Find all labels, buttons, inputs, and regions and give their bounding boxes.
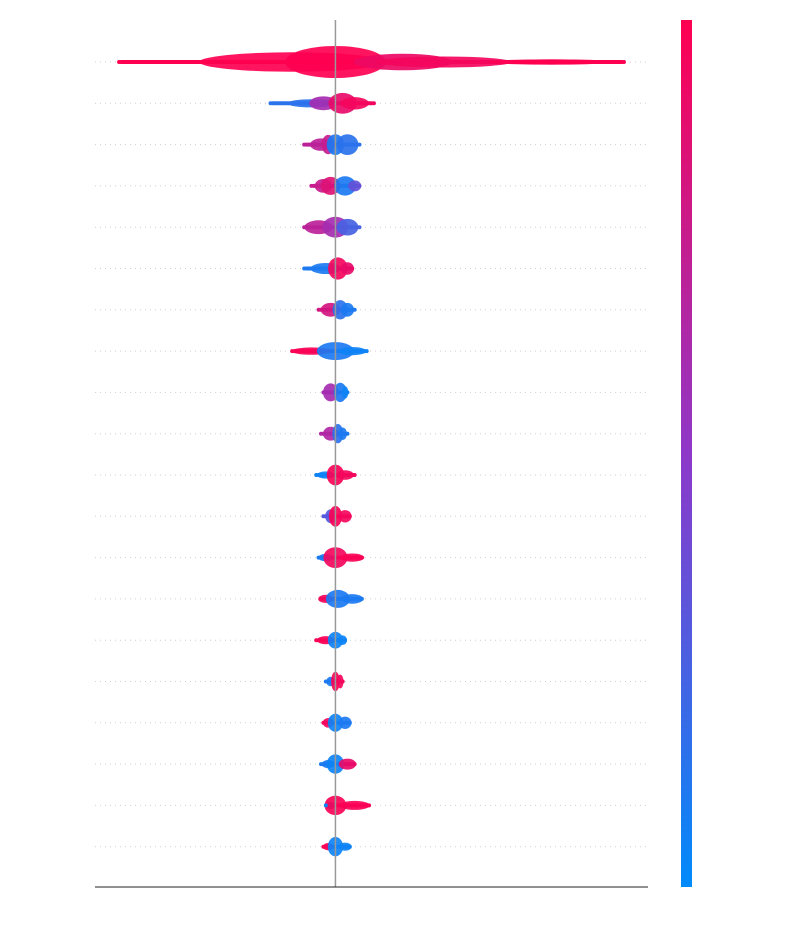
violin-row xyxy=(323,671,345,692)
violin-end-point xyxy=(367,803,372,808)
violin-end-point xyxy=(345,431,350,436)
violin-end-point xyxy=(321,514,326,519)
violin-density-blob xyxy=(340,97,369,110)
violin-density-blob xyxy=(340,302,355,317)
violin-density-blob xyxy=(341,386,349,399)
violin-end-point xyxy=(352,307,357,312)
violin-density-blob xyxy=(339,800,370,810)
violin-end-point xyxy=(302,142,307,147)
violin-end-point xyxy=(347,720,352,725)
violin-end-point xyxy=(319,596,324,601)
violin-row xyxy=(321,713,352,732)
colorbar xyxy=(681,20,692,887)
violin-density-blob xyxy=(341,594,364,604)
grid-lines xyxy=(95,61,648,848)
violin-end-point xyxy=(621,60,626,64)
violin-density-blob xyxy=(340,262,355,275)
violin-end-point xyxy=(352,762,357,767)
violin-density-blob xyxy=(338,716,352,729)
violin-row xyxy=(302,216,362,238)
violin-density-blob xyxy=(338,427,348,440)
violin-end-point xyxy=(359,596,364,601)
violin-end-point xyxy=(309,183,314,188)
violin-end-point xyxy=(290,349,295,354)
violin-end-point xyxy=(357,142,362,147)
violin-row xyxy=(290,342,369,361)
violin-end-point xyxy=(316,307,321,312)
violin-end-point xyxy=(357,225,362,230)
violin-end-point xyxy=(359,555,364,560)
violin-end-point xyxy=(314,638,319,643)
violin-row xyxy=(318,589,364,608)
violin-density-blob xyxy=(338,842,352,851)
violin-row xyxy=(302,134,362,156)
violin-row xyxy=(319,754,357,774)
violin-end-point xyxy=(323,803,328,808)
violin-row xyxy=(316,547,365,568)
violin-density-blob xyxy=(338,510,352,523)
violin-end-point xyxy=(345,390,350,395)
violin-density-blob xyxy=(336,674,344,689)
violin-end-point xyxy=(321,390,326,395)
violin-end-point xyxy=(350,266,355,271)
violin-density-blob xyxy=(338,758,357,770)
violin-end-point xyxy=(323,679,328,684)
violin-density-blob xyxy=(488,59,615,65)
violin-density-blob xyxy=(336,470,354,480)
violin-density-blob xyxy=(328,257,348,280)
violin-density-blob xyxy=(348,180,362,192)
violin-end-point xyxy=(343,638,348,643)
violin-end-point xyxy=(357,183,362,188)
violin-end-point xyxy=(347,514,352,519)
violin-end-point xyxy=(371,101,376,106)
violin-series xyxy=(117,46,626,857)
violin-density-blob xyxy=(336,218,359,236)
violin-row xyxy=(323,795,372,816)
violin-end-point xyxy=(314,473,319,477)
violin-density-blob xyxy=(336,134,359,156)
violin-end-point xyxy=(117,60,122,64)
violin-end-point xyxy=(268,101,273,106)
violin-density-blob xyxy=(334,176,356,196)
violin-end-point xyxy=(340,679,345,684)
violin-row xyxy=(117,46,626,78)
violin-density-blob xyxy=(338,347,367,356)
violin-density-blob xyxy=(338,635,348,645)
violin-end-point xyxy=(302,225,307,230)
violin-row xyxy=(316,300,357,320)
violin-row xyxy=(321,505,352,527)
violin-density-blob xyxy=(340,553,365,562)
violin-end-point xyxy=(319,762,324,767)
violin-end-point xyxy=(352,473,357,477)
violin-density-blob xyxy=(325,589,350,608)
violin-end-point xyxy=(321,720,326,725)
violin-end-point xyxy=(347,844,352,849)
violin-density-blob xyxy=(375,56,512,68)
violin-row xyxy=(319,424,350,444)
violin-row xyxy=(321,382,350,403)
violin-row xyxy=(302,257,355,280)
violin-end-point xyxy=(302,266,307,271)
violin-row xyxy=(321,837,352,857)
violin-end-point xyxy=(319,431,324,436)
violin-end-point xyxy=(364,349,369,354)
violin-end-point xyxy=(316,555,321,560)
violin-row xyxy=(268,92,376,114)
violin-end-point xyxy=(321,844,326,849)
violin-row xyxy=(314,631,348,649)
